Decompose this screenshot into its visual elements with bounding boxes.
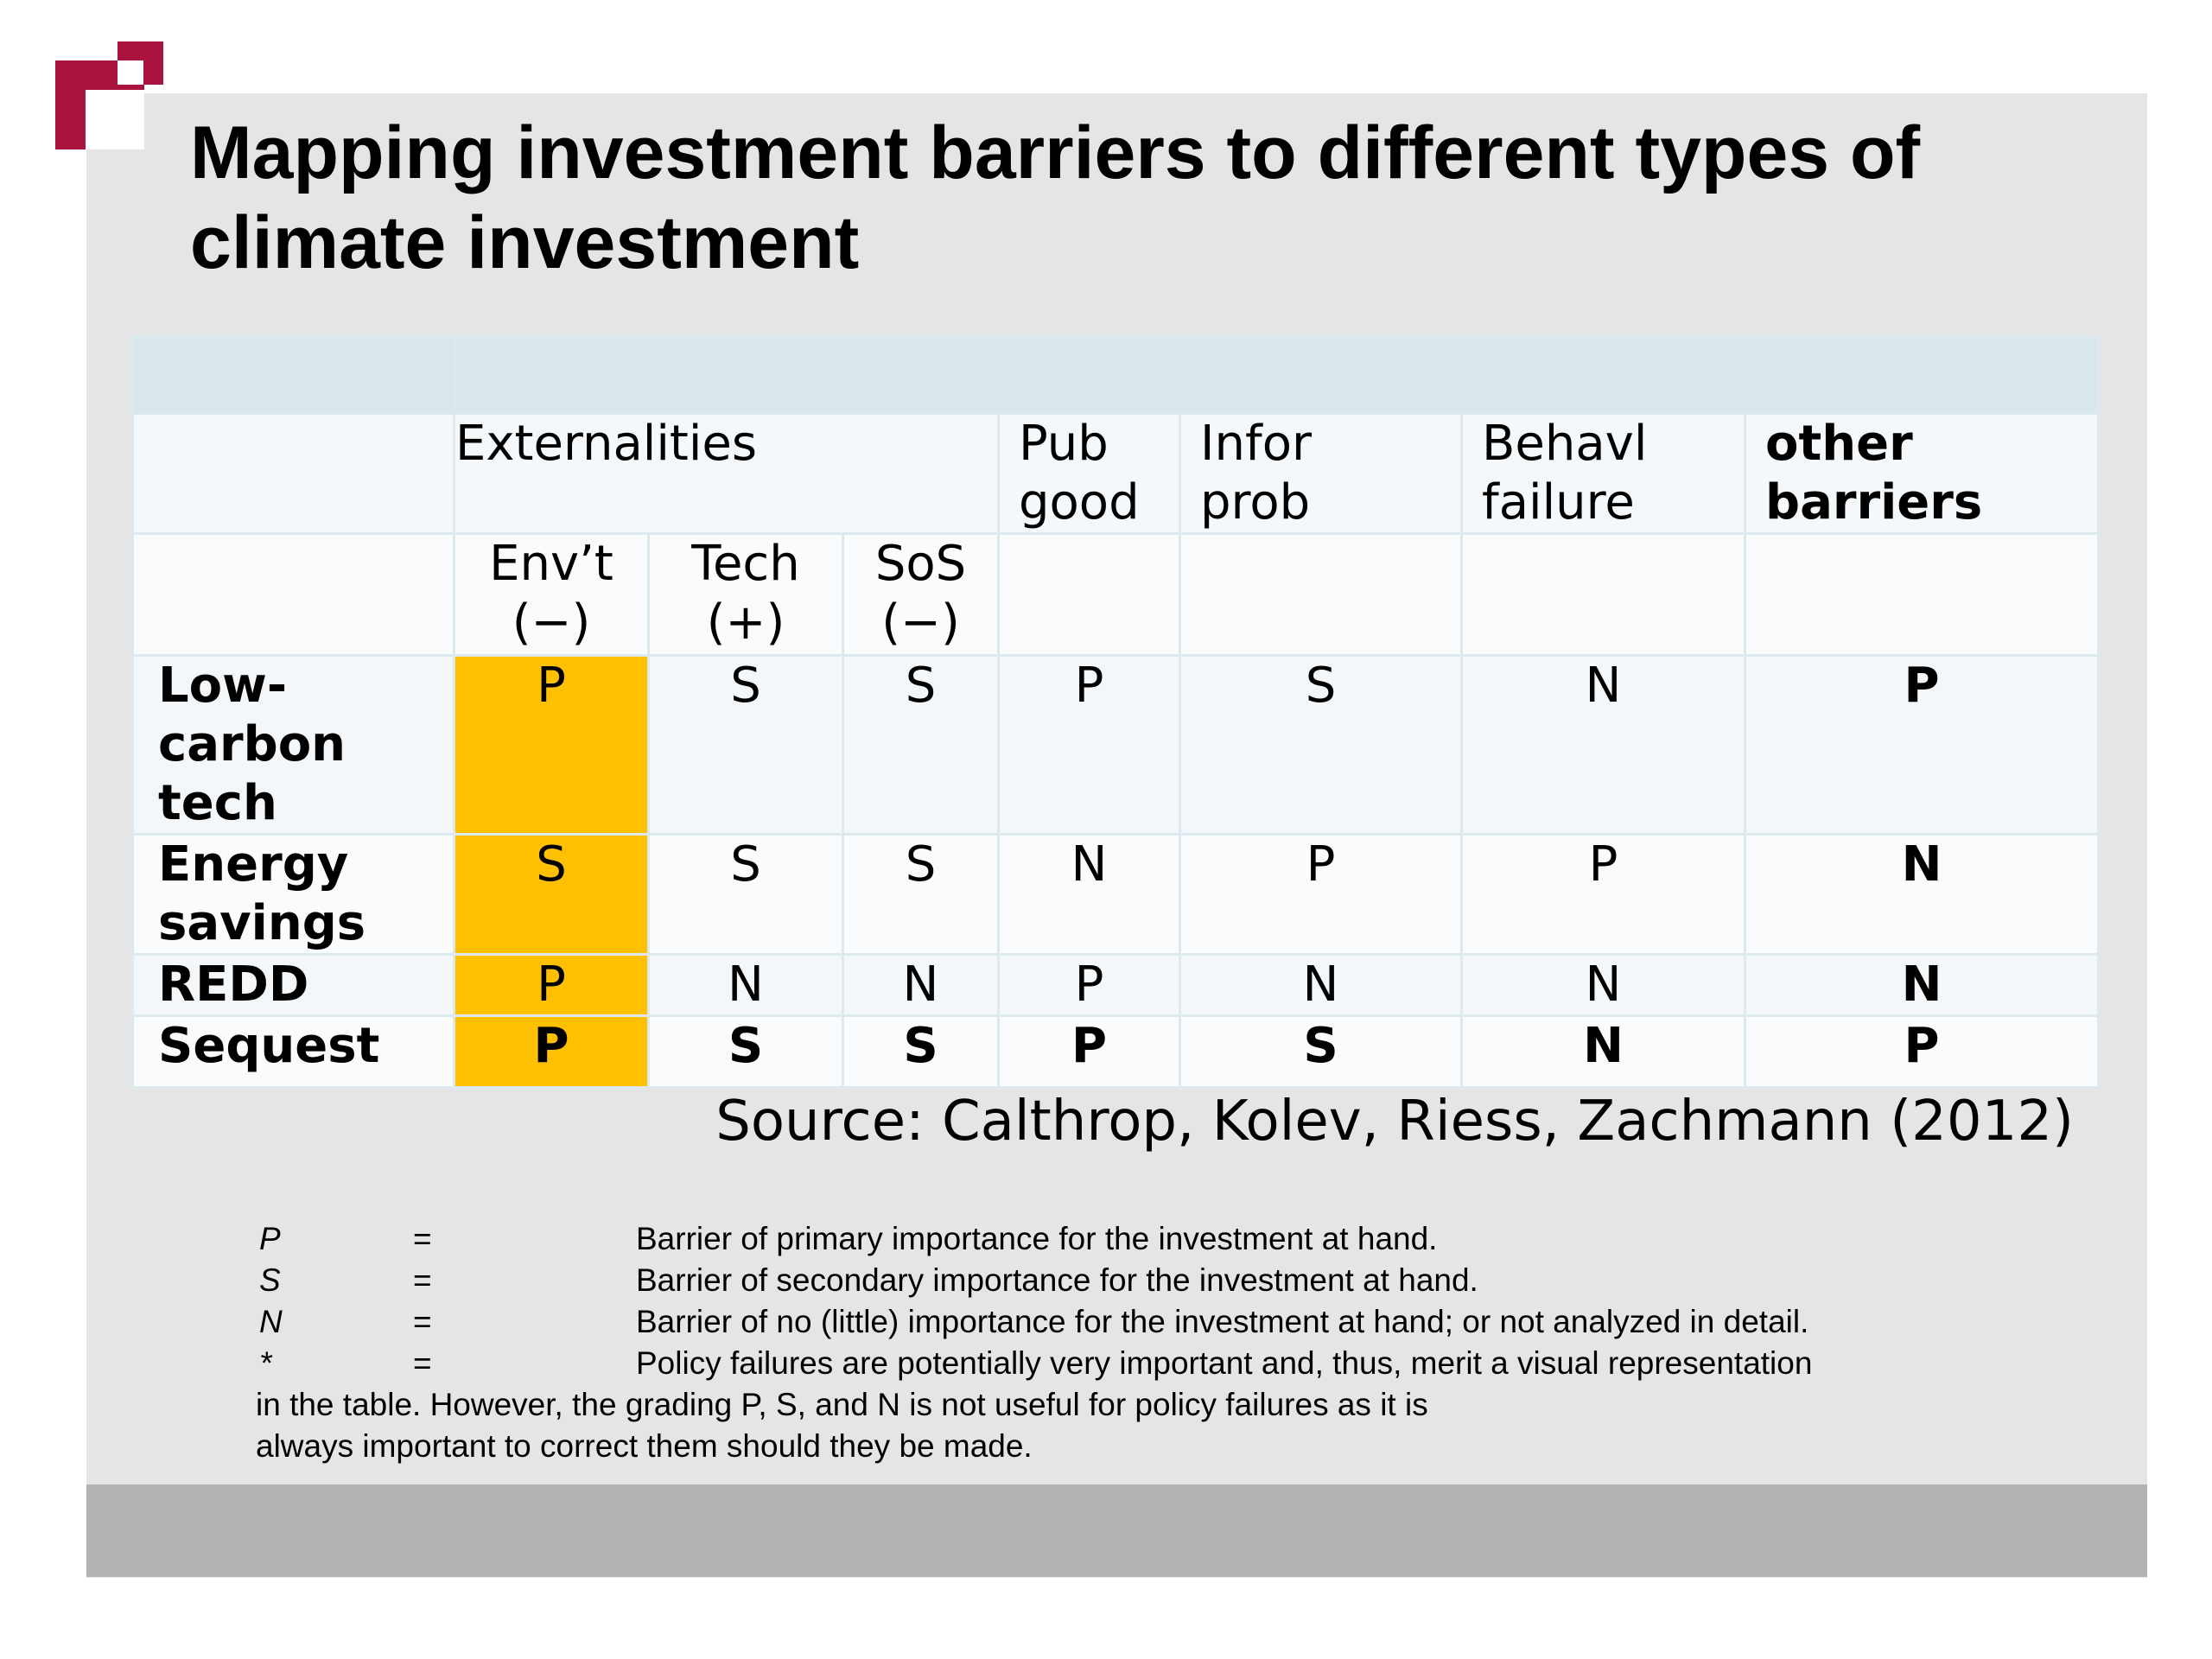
table-sub-header-row: Env’t (−) Tech (+) SoS (−) — [131, 532, 2101, 657]
cell-envt: S — [453, 833, 650, 956]
cell-envt: P — [453, 1014, 650, 1089]
cell-behavl-failure: N — [1460, 1014, 1746, 1089]
cell-sos: S — [842, 833, 1000, 956]
cell-envt: P — [453, 953, 650, 1017]
cell-other-barriers: N — [1743, 953, 2101, 1017]
table-top-band — [131, 335, 2101, 415]
cell-sos: S — [842, 654, 1000, 836]
table-group-header-row: Externalities Pub good Infor prob Behavl fa… — [131, 412, 2101, 535]
cell-infor-prob: S — [1179, 654, 1463, 836]
slide-title: Mapping investment barriers to different… — [190, 111, 1921, 284]
header-behavl-failure: Behavl failure — [1460, 412, 1746, 535]
legend-equals: = — [413, 1304, 432, 1339]
cell-tech: S — [647, 833, 844, 956]
header-pub-good: Pub good — [997, 412, 1181, 535]
cell-pub-good: P — [997, 953, 1181, 1017]
cell-pub-good: P — [997, 1014, 1181, 1089]
cell-infor-prob: S — [1179, 1014, 1463, 1089]
cell-tech: S — [647, 1014, 844, 1089]
cell-sos: S — [842, 1014, 1000, 1089]
legend-equals: = — [413, 1345, 432, 1381]
cell-other-barriers: N — [1743, 833, 2101, 956]
header-externalities: Externalities — [453, 412, 1000, 535]
cell-behavl-failure: N — [1460, 654, 1746, 836]
header-envt: Env’t (−) — [453, 532, 650, 657]
legend-description: Barrier of no (little) importance for th… — [636, 1304, 1809, 1339]
footer-bar — [86, 1484, 2147, 1577]
legend: P = Barrier of primary importance for th… — [256, 1218, 1984, 1467]
legend-symbol: S — [259, 1262, 281, 1298]
table-row-redd: REDD P N N P N N N — [131, 953, 2101, 1017]
header-corner — [131, 412, 455, 535]
legend-equals: = — [413, 1221, 432, 1256]
legend-description: Policy failures are potentially very imp… — [636, 1345, 1813, 1381]
cell-infor-prob: N — [1179, 953, 1463, 1017]
table-row-low-carbon-tech: Low-carbon tech P S S P S N P — [131, 654, 2101, 836]
legend-item-star: * = Policy failures are potentially very… — [256, 1343, 1984, 1384]
header-infor-prob: Infor prob — [1179, 412, 1463, 535]
table-row-energy-savings: Energy savings S S S N P P N — [131, 833, 2101, 956]
header-other-barriers: other barriers — [1743, 412, 2101, 535]
cell-behavl-failure: P — [1460, 833, 1746, 956]
cell-envt: P — [453, 654, 650, 836]
header-tech: Tech (+) — [647, 532, 844, 657]
barrier-table: Externalities Pub good Infor prob Behavl fa… — [131, 335, 2101, 1089]
legend-equals: = — [413, 1262, 432, 1298]
cell-sos: N — [842, 953, 1000, 1017]
row-label: Sequest — [131, 1014, 455, 1089]
cell-tech: S — [647, 654, 844, 836]
cell-behavl-failure: N — [1460, 953, 1746, 1017]
table-row-sequest: Sequest P S S P S N P — [131, 1014, 2101, 1089]
cell-other-barriers: P — [1743, 654, 2101, 836]
legend-description: Barrier of primary importance for the in… — [636, 1221, 1438, 1256]
barrier-table-container: Externalities Pub good Infor prob Behavl fa… — [131, 335, 2101, 1089]
row-label: Low-carbon tech — [131, 654, 455, 836]
source-citation: Source: Calthrop, Kolev, Riess, Zachmann… — [715, 1090, 2074, 1154]
legend-description: Barrier of secondary importance for the … — [636, 1262, 1478, 1298]
cell-pub-good: P — [997, 654, 1181, 836]
header-sos: SoS (−) — [842, 532, 1000, 657]
cell-other-barriers: P — [1743, 1014, 2101, 1089]
legend-item-n: N = Barrier of no (little) importance fo… — [256, 1301, 1984, 1343]
legend-symbol: N — [259, 1304, 283, 1339]
legend-item-p: P = Barrier of primary importance for th… — [256, 1218, 1984, 1260]
legend-continuation: always important to correct them should … — [256, 1428, 1033, 1464]
legend-symbol: * — [259, 1345, 272, 1381]
row-label: REDD — [131, 953, 455, 1017]
cell-infor-prob: P — [1179, 833, 1463, 956]
cell-pub-good: N — [997, 833, 1181, 956]
legend-symbol: P — [259, 1221, 281, 1256]
legend-continuation: in the table. However, the grading P, S,… — [256, 1387, 1428, 1422]
cell-tech: N — [647, 953, 844, 1017]
brand-logo-icon — [55, 41, 163, 149]
legend-item-s: S = Barrier of secondary importance for … — [256, 1260, 1984, 1301]
row-label: Energy savings — [131, 833, 455, 956]
